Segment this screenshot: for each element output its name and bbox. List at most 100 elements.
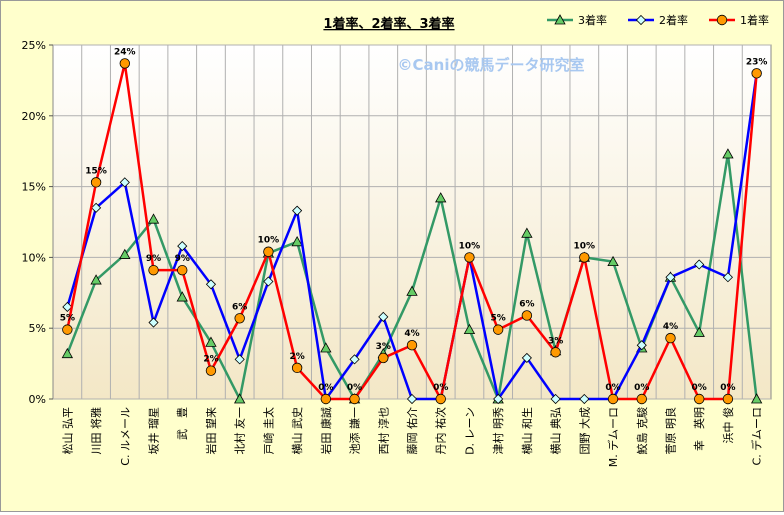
data-label: 9% (175, 254, 190, 264)
x-tick-label: 武 豊 (176, 407, 189, 440)
series-point (90, 274, 102, 285)
data-label: 3% (548, 336, 563, 346)
series-point (435, 192, 447, 203)
series-point (291, 236, 303, 247)
series-point (291, 362, 303, 374)
data-label: 10% (574, 241, 596, 251)
data-label: 0% (605, 383, 620, 393)
series-diamond (62, 68, 762, 405)
y-tick-label: 20% (22, 110, 46, 123)
x-axis: 松山 弘平 川田 将雅 C. ルメール 坂井 瑠星 武 豊 岩田 望来 北村 友一 戸崎 圭太… (60, 407, 763, 467)
series-point (320, 342, 332, 353)
series-point (234, 354, 245, 365)
legend-label: 1着率 (740, 13, 769, 27)
series-point (176, 291, 188, 302)
y-tick-label: 10% (22, 251, 46, 264)
series-point (463, 323, 476, 335)
series-point (292, 205, 303, 216)
series-point (636, 393, 647, 405)
series-point (693, 326, 705, 337)
series-point (636, 340, 647, 351)
x-tick-label: M. デムーロ (606, 407, 620, 467)
series-point (521, 352, 532, 364)
legend: 3着率 2着率 1着率 (547, 13, 769, 27)
series-point (550, 393, 561, 405)
y-tick-label: 25% (22, 39, 46, 52)
series-point (406, 393, 418, 405)
data-label: 0% (318, 383, 333, 393)
x-tick-label: 菅原 明良 (663, 407, 677, 455)
x-tick-label: 坂井 瑠星 (147, 407, 161, 455)
series-point (148, 317, 159, 328)
series-point (579, 393, 590, 405)
data-label: 10% (459, 241, 481, 251)
legend-label: 2着率 (659, 13, 688, 27)
series-point (435, 393, 446, 405)
data-label: 23% (746, 57, 768, 67)
series-group (61, 58, 763, 405)
series-circle (62, 58, 762, 405)
series-point (148, 264, 159, 276)
series-point (205, 365, 217, 376)
series-point (177, 241, 188, 252)
series-point (464, 252, 475, 263)
y-tick-label: 5% (29, 322, 46, 335)
x-tick-label: 西村 淳也 (376, 407, 390, 455)
series-point (521, 227, 533, 238)
data-label: 0% (634, 383, 649, 393)
data-label: 0% (433, 383, 448, 393)
legend-label: 3着率 (578, 13, 607, 27)
series-point (607, 393, 619, 405)
series-point (234, 313, 245, 324)
x-tick-label: 戸崎 圭太 (261, 407, 275, 455)
x-tick-label: 岩田 望来 (204, 407, 218, 455)
series-point (492, 324, 504, 335)
series-point (320, 393, 332, 405)
data-label: 4% (663, 322, 678, 332)
gridlines (53, 44, 771, 400)
x-tick-label: 浜中 俊 (721, 407, 735, 444)
series-point (119, 177, 130, 188)
data-label: 15% (85, 166, 107, 176)
series-point (263, 246, 274, 257)
series-point (521, 310, 533, 321)
series-point (177, 264, 188, 276)
chart-title: 1着率、2着率、3着率 (323, 16, 454, 32)
series-point (716, 14, 728, 26)
y-tick-label: 0% (29, 393, 46, 406)
series-point (722, 148, 734, 159)
data-label: 5% (60, 314, 75, 324)
series-point (550, 347, 561, 358)
series-point (493, 393, 504, 405)
series-point (378, 352, 389, 364)
series-point (205, 336, 217, 347)
series-point (694, 393, 705, 405)
x-tick-label: 津村 明秀 (491, 407, 505, 455)
x-tick-label: 横山 典弘 (549, 407, 563, 455)
data-labels: 5% 15% 24% 9% 9% 2% 6% 10% 2% 0% 0% 3% 4% 0% 10% 5% 6% 3%… (60, 47, 768, 393)
watermark-text: ©Caniの競馬データ研究室 (398, 56, 585, 74)
data-label: 24% (114, 47, 136, 57)
series-point (607, 255, 619, 267)
x-tick-label: 鮫島 克駿 (635, 407, 649, 455)
y-tick-label: 15% (22, 181, 46, 194)
data-label: 4% (404, 329, 419, 339)
series-point (205, 279, 217, 290)
data-label: 2% (289, 352, 304, 362)
data-label: 5% (491, 314, 506, 324)
data-label: 0% (347, 383, 362, 393)
series-point (751, 68, 762, 79)
x-tick-label: 横山 和生 (520, 407, 534, 455)
series-point (750, 393, 763, 404)
series-point (119, 58, 131, 69)
series-point (263, 276, 274, 287)
data-label: 0% (720, 383, 735, 393)
series-point (635, 14, 647, 26)
data-label: 3% (376, 342, 391, 352)
series-point (665, 332, 676, 344)
x-tick-label: 松山 弘平 (60, 407, 74, 455)
series-point (694, 259, 705, 270)
series-point (91, 202, 102, 213)
series-point (349, 354, 360, 365)
series-point (147, 213, 160, 224)
